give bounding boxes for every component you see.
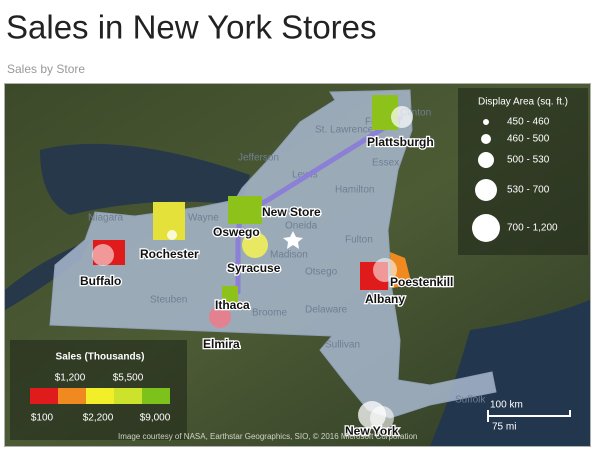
legend-symbol xyxy=(481,134,491,144)
marker xyxy=(167,230,177,240)
legend-symbol xyxy=(478,152,494,168)
store-label: Buffalo xyxy=(80,274,121,288)
legend-title: Display Area (sq. ft.) xyxy=(478,97,568,108)
region-label: Hamilton xyxy=(335,185,374,196)
color-swatch xyxy=(86,388,114,404)
marker xyxy=(228,196,262,224)
store-label: Rochester xyxy=(140,247,199,261)
region-label: Steuben xyxy=(150,295,187,306)
region-label: Oneida xyxy=(285,221,318,232)
legend-label: 460 - 500 xyxy=(507,134,550,145)
store-label: New Store xyxy=(262,205,321,219)
marker xyxy=(391,106,413,128)
region-label: Essex xyxy=(372,158,399,169)
color-legend: Sales (Thousands) $1,200 $5,500 $100 $2,… xyxy=(10,340,187,440)
legend-title: Sales (Thousands) xyxy=(56,352,145,363)
legend-symbol xyxy=(483,119,489,125)
subtitle: Sales by Store xyxy=(7,62,85,76)
ocean xyxy=(430,300,590,446)
marker xyxy=(370,406,394,430)
region-label: Jefferson xyxy=(238,153,279,164)
scale-label: 75 mi xyxy=(492,422,516,433)
legend-label: $100 xyxy=(31,413,54,424)
region-label: St. Lawrence xyxy=(315,125,374,136)
new-store-star xyxy=(283,231,303,249)
scale-label: 100 km xyxy=(490,400,523,411)
marker xyxy=(92,244,114,266)
region-label: Fulton xyxy=(345,235,373,246)
legend-label: $1,200 xyxy=(55,373,86,384)
legend-symbol xyxy=(475,179,497,201)
title: Sales in New York Stores xyxy=(6,9,377,46)
legend-label: $9,000 xyxy=(140,413,171,424)
region-label: Wayne xyxy=(188,213,219,224)
store-label: Elmira xyxy=(203,337,240,351)
store-label: Albany xyxy=(365,292,405,306)
legend-label: $5,500 xyxy=(113,373,144,384)
region-label: Suffolk xyxy=(455,395,486,406)
region-label: Otsego xyxy=(305,267,338,278)
region-label: Madison xyxy=(270,250,308,261)
color-swatch xyxy=(114,388,142,404)
marker xyxy=(373,258,397,282)
marker xyxy=(222,286,238,306)
legend-symbol xyxy=(472,214,500,242)
attribution: Image courtesy of NASA, Earthstar Geogra… xyxy=(118,432,417,441)
color-swatch xyxy=(58,388,86,404)
legend-label: $2,200 xyxy=(83,413,114,424)
region-label: Broome xyxy=(252,308,287,319)
region-label: Clinton xyxy=(400,108,431,119)
frame xyxy=(4,83,591,447)
color-swatch xyxy=(30,388,58,404)
legend-label: 450 - 460 xyxy=(507,117,550,128)
lake-ontario xyxy=(40,143,250,215)
scale-line xyxy=(487,410,571,422)
marker xyxy=(209,306,231,328)
store-label: Ithaca xyxy=(215,298,250,312)
scale-bar: 100 km 75 mi xyxy=(487,400,571,433)
store-label: Oswego xyxy=(213,225,260,239)
legend-label: 500 - 530 xyxy=(507,155,550,166)
region-label: Niagara xyxy=(88,213,123,224)
color-swatch xyxy=(142,388,170,404)
store-label: Poestenkill xyxy=(390,275,453,289)
marker xyxy=(242,232,268,258)
store-label: New York xyxy=(345,424,399,438)
region-label: Delaware xyxy=(305,305,348,316)
size-legend: Display Area (sq. ft.) 450 - 460 460 - 5… xyxy=(458,88,588,255)
store-label: Syracuse xyxy=(227,261,281,275)
region-label: Sullivan xyxy=(325,340,360,351)
legend-label: 530 - 700 xyxy=(507,185,550,196)
legend-label: 700 - 1,200 xyxy=(507,223,558,234)
marker xyxy=(390,252,412,288)
store-label: Plattsburgh xyxy=(367,135,434,149)
